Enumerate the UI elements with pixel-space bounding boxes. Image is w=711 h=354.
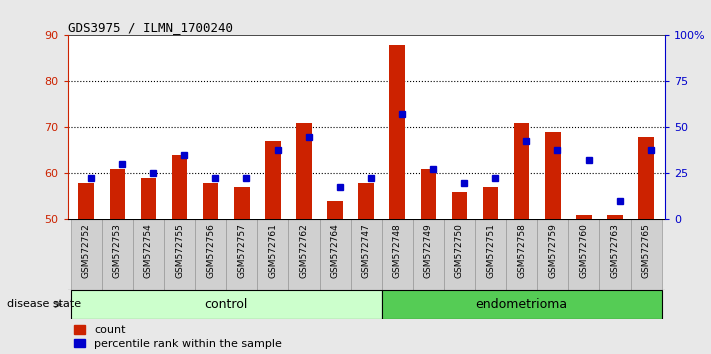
Bar	[109, 169, 125, 219]
Bar	[576, 215, 592, 219]
Text: GSM572765: GSM572765	[641, 223, 651, 278]
Text: GSM572751: GSM572751	[486, 223, 495, 278]
Bar	[444, 219, 475, 290]
Bar	[102, 219, 133, 290]
Bar	[296, 123, 311, 219]
Bar	[327, 201, 343, 219]
Bar	[413, 219, 444, 290]
Bar	[638, 137, 654, 219]
Text: GSM572747: GSM572747	[362, 223, 370, 278]
Bar	[382, 290, 662, 319]
Bar	[172, 155, 187, 219]
Bar	[538, 219, 568, 290]
Bar	[257, 219, 289, 290]
Bar	[599, 219, 631, 290]
Text: GSM572757: GSM572757	[237, 223, 246, 278]
Bar	[164, 219, 195, 290]
Bar	[390, 45, 405, 219]
Bar	[421, 169, 436, 219]
Text: disease state: disease state	[7, 299, 81, 309]
Text: GSM572750: GSM572750	[455, 223, 464, 278]
Text: GSM572762: GSM572762	[299, 223, 309, 278]
Text: GSM572761: GSM572761	[268, 223, 277, 278]
Bar	[265, 141, 281, 219]
Bar	[382, 219, 413, 290]
Text: GSM572748: GSM572748	[392, 223, 402, 278]
Bar	[226, 219, 257, 290]
Text: control: control	[205, 298, 248, 311]
Text: GSM572764: GSM572764	[331, 223, 340, 278]
Bar	[203, 183, 218, 219]
Bar	[78, 183, 94, 219]
Text: GSM572755: GSM572755	[175, 223, 184, 278]
Text: GSM572760: GSM572760	[579, 223, 589, 278]
Bar	[234, 187, 250, 219]
Text: GSM572754: GSM572754	[144, 223, 153, 278]
Bar	[133, 219, 164, 290]
Bar	[319, 219, 351, 290]
Bar	[351, 219, 382, 290]
Bar	[506, 219, 538, 290]
Text: endometrioma: endometrioma	[476, 298, 568, 311]
Bar	[514, 123, 530, 219]
Text: GSM572753: GSM572753	[113, 223, 122, 278]
Bar	[70, 290, 382, 319]
Legend: count, percentile rank within the sample: count, percentile rank within the sample	[70, 321, 287, 353]
Bar	[631, 219, 662, 290]
Bar	[141, 178, 156, 219]
Bar	[568, 219, 599, 290]
Bar	[289, 219, 319, 290]
Bar	[195, 219, 226, 290]
Text: GSM572763: GSM572763	[611, 223, 619, 278]
Bar	[70, 219, 102, 290]
Text: GSM572758: GSM572758	[517, 223, 526, 278]
Text: GSM572749: GSM572749	[424, 223, 433, 278]
Bar	[358, 183, 374, 219]
Text: GDS3975 / ILMN_1700240: GDS3975 / ILMN_1700240	[68, 21, 232, 34]
Bar	[483, 187, 498, 219]
Text: GSM572752: GSM572752	[82, 223, 91, 278]
Text: GSM572759: GSM572759	[548, 223, 557, 278]
Bar	[451, 192, 467, 219]
Text: GSM572756: GSM572756	[206, 223, 215, 278]
Bar	[475, 219, 506, 290]
Bar	[607, 215, 623, 219]
Bar	[545, 132, 560, 219]
